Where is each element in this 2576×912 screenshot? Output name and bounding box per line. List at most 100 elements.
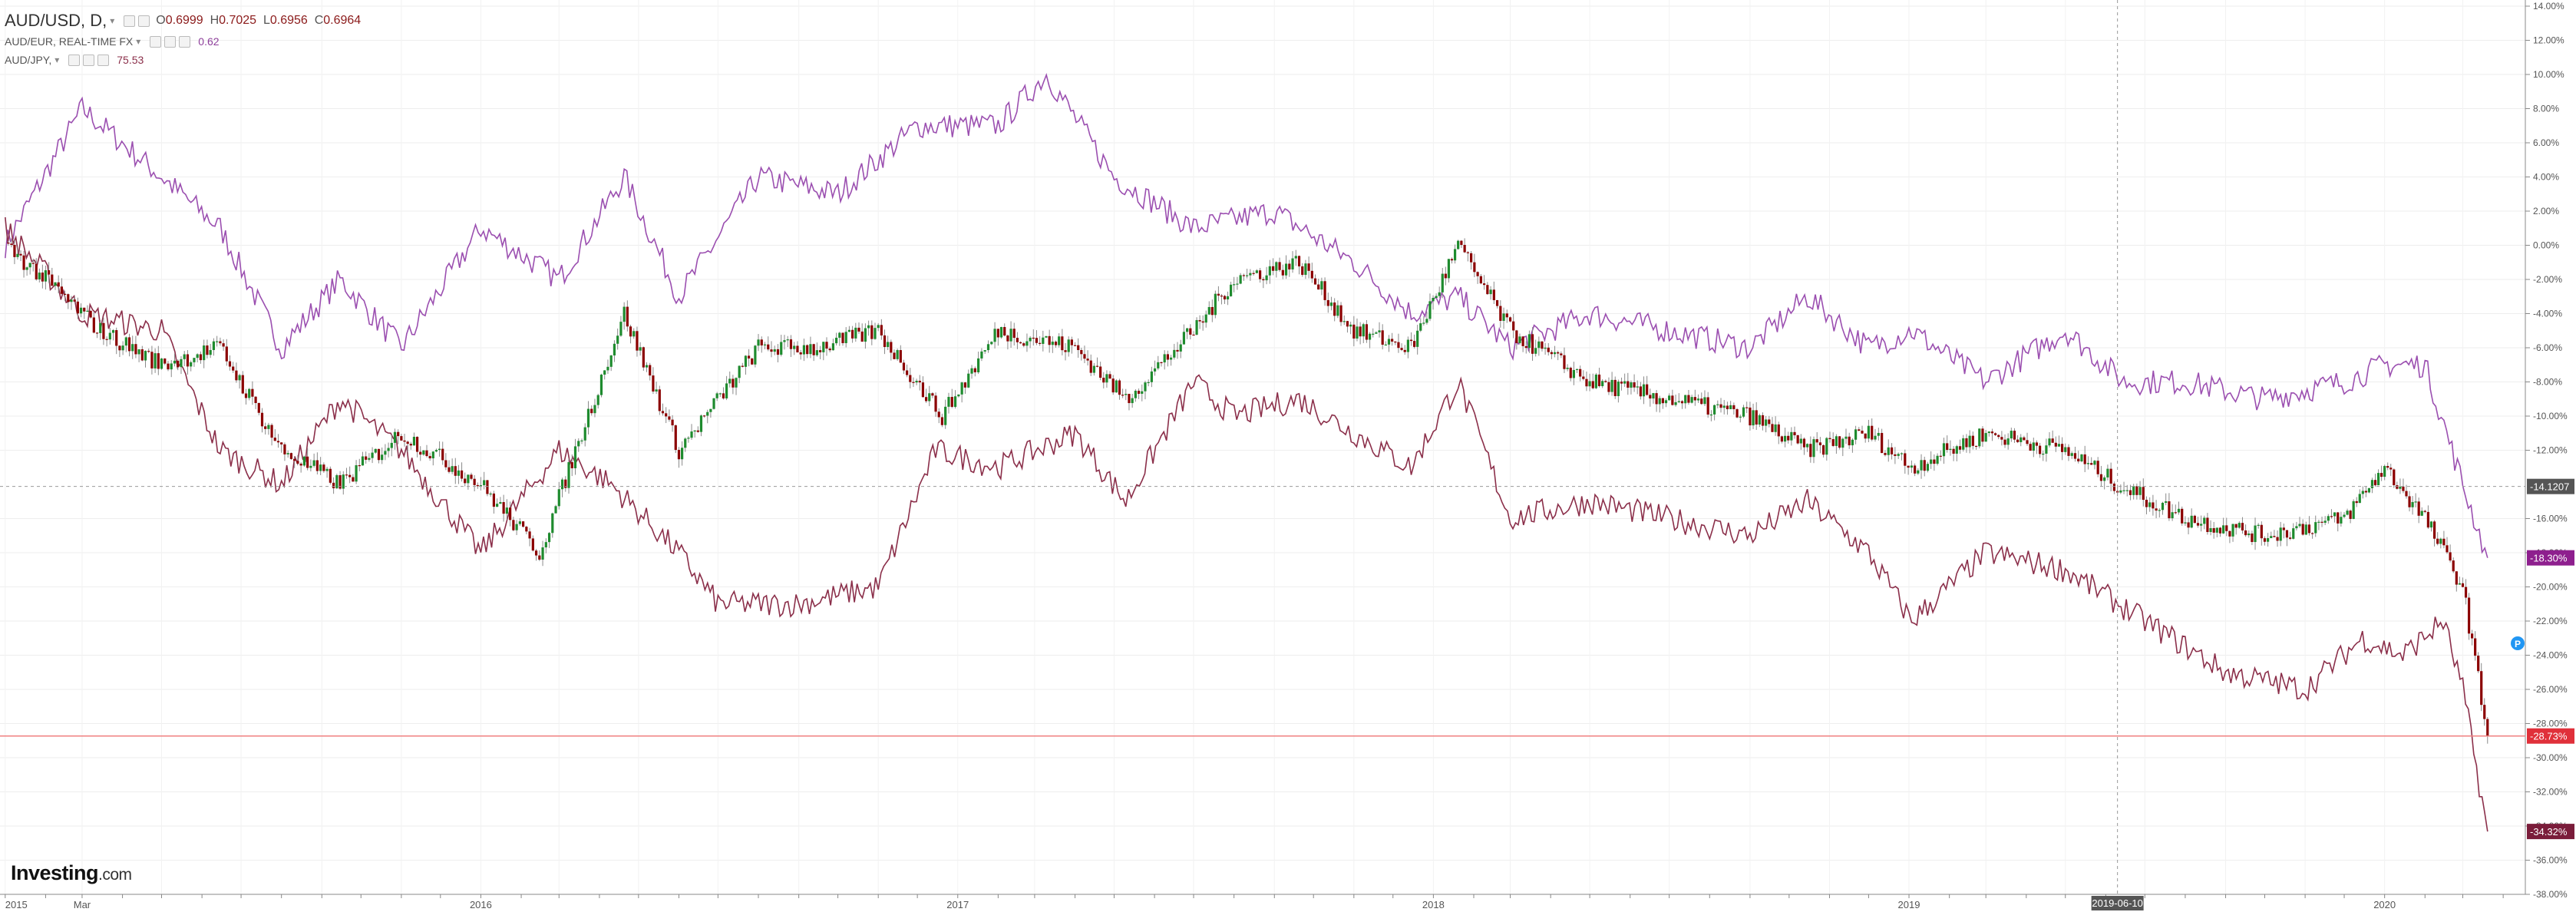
- candle-body: [1153, 368, 1157, 372]
- candle-body: [154, 353, 157, 368]
- candle-body: [2442, 538, 2446, 546]
- candle-body: [1864, 433, 1867, 439]
- candle-body: [186, 354, 190, 367]
- candle-body: [1687, 395, 1690, 403]
- candle-body: [2073, 453, 2077, 459]
- candle-body: [1428, 301, 1432, 319]
- candle-body: [854, 327, 857, 339]
- candle-body: [2295, 526, 2298, 529]
- candle-body: [177, 360, 180, 368]
- candle-body: [1887, 447, 1890, 455]
- y-tick-label: 2.00%: [2533, 206, 2559, 216]
- audeur-legend[interactable]: AUD/EUR, REAL-TIME FX ▾ 0.62: [5, 32, 361, 51]
- candle-body: [1029, 337, 1032, 342]
- chevron-down-icon[interactable]: ▾: [54, 55, 60, 65]
- flag-marker-label[interactable]: P: [2515, 639, 2521, 649]
- visibility-toggle-icon[interactable]: [150, 35, 162, 48]
- candle-body: [1871, 425, 1874, 440]
- candle-body: [623, 306, 626, 322]
- candle-body: [1623, 381, 1627, 384]
- candle-body: [412, 436, 416, 446]
- candle-body: [1585, 378, 1588, 387]
- candle-body: [960, 382, 963, 395]
- candle-body: [140, 349, 144, 361]
- crosshair-value-badge: [2527, 478, 2574, 494]
- audjpy-symbol[interactable]: AUD/JPY,: [5, 54, 52, 66]
- candle-body: [1806, 444, 1809, 448]
- candle-body: [1359, 326, 1362, 337]
- audjpy-legend[interactable]: AUD/JPY, ▾ 75.53: [5, 51, 361, 69]
- candle-body: [899, 350, 902, 363]
- candle-body: [1652, 393, 1655, 399]
- candle-body: [225, 346, 228, 362]
- candle-body: [2067, 447, 2070, 456]
- candle-body: [567, 462, 570, 488]
- x-tick-label: Mar: [74, 899, 91, 910]
- candle-body: [1329, 302, 1333, 306]
- candle-body: [887, 342, 890, 347]
- candle-body: [2285, 530, 2289, 538]
- candle-body: [645, 365, 649, 368]
- candle-body: [406, 441, 409, 444]
- close-icon[interactable]: [179, 35, 191, 48]
- candle-body: [1092, 365, 1095, 373]
- candle-body: [668, 416, 671, 420]
- candle-body: [2209, 527, 2212, 533]
- candle-body: [1858, 429, 1861, 431]
- flag-marker-icon[interactable]: [2511, 636, 2525, 650]
- candle-body: [1304, 263, 1307, 276]
- candle-body: [2364, 491, 2367, 493]
- candle-body: [1317, 284, 1320, 290]
- candle-body: [1368, 333, 1372, 340]
- candle-body: [2241, 523, 2244, 530]
- candle-body: [2298, 524, 2301, 527]
- audeur-last-badge: [2527, 550, 2574, 566]
- chevron-down-icon[interactable]: ▾: [136, 36, 141, 47]
- main-symbol[interactable]: AUD/USD, D,: [5, 11, 107, 30]
- candle-body: [199, 354, 203, 361]
- candle-body: [1838, 436, 1841, 448]
- settings-icon[interactable]: [83, 54, 95, 66]
- settings-icon[interactable]: [164, 35, 177, 48]
- candle-body: [1242, 275, 1245, 276]
- main-series-legend[interactable]: AUD/USD, D, ▾ O0.6999 H0.7025 L0.6956 C0…: [5, 9, 361, 32]
- candle-body: [2449, 552, 2452, 561]
- candle-body: [2361, 491, 2364, 494]
- candle-body: [619, 322, 623, 336]
- candle-body: [1553, 352, 1557, 355]
- candle-body: [2273, 536, 2276, 537]
- candle-body: [355, 464, 358, 482]
- candle-body: [518, 521, 521, 524]
- audeur-symbol[interactable]: AUD/EUR, REAL-TIME FX: [5, 35, 134, 48]
- candle-body: [1693, 397, 1696, 401]
- candle-body: [661, 411, 665, 414]
- candle-body: [1933, 459, 1936, 464]
- candle-body: [190, 362, 193, 367]
- candle-body: [260, 412, 264, 427]
- investing-logo[interactable]: Investing.com: [11, 861, 132, 884]
- settings-icon[interactable]: [138, 15, 150, 27]
- candle-body: [551, 513, 554, 534]
- candle-body: [1534, 348, 1537, 354]
- candle-body: [703, 415, 706, 417]
- visibility-toggle-icon[interactable]: [68, 54, 81, 66]
- candle-body: [1749, 407, 1752, 426]
- candle-body: [2458, 583, 2462, 585]
- candle-body: [1550, 352, 1553, 355]
- candle-body: [1275, 262, 1278, 271]
- candle-body: [1974, 445, 1978, 448]
- candle-body: [658, 389, 661, 411]
- chevron-down-icon[interactable]: ▾: [110, 15, 115, 26]
- candle-body: [60, 286, 63, 294]
- candle-body: [1502, 313, 1505, 321]
- candle-body: [483, 480, 486, 486]
- visibility-toggle-icon[interactable]: [124, 15, 136, 27]
- candle-body: [1441, 273, 1444, 292]
- candle-body: [2237, 523, 2241, 528]
- candle-body: [2119, 490, 2122, 493]
- candle-body: [1825, 438, 1828, 455]
- candle-body: [2006, 438, 2010, 445]
- close-icon[interactable]: [97, 54, 110, 66]
- chart-series: [5, 72, 2489, 832]
